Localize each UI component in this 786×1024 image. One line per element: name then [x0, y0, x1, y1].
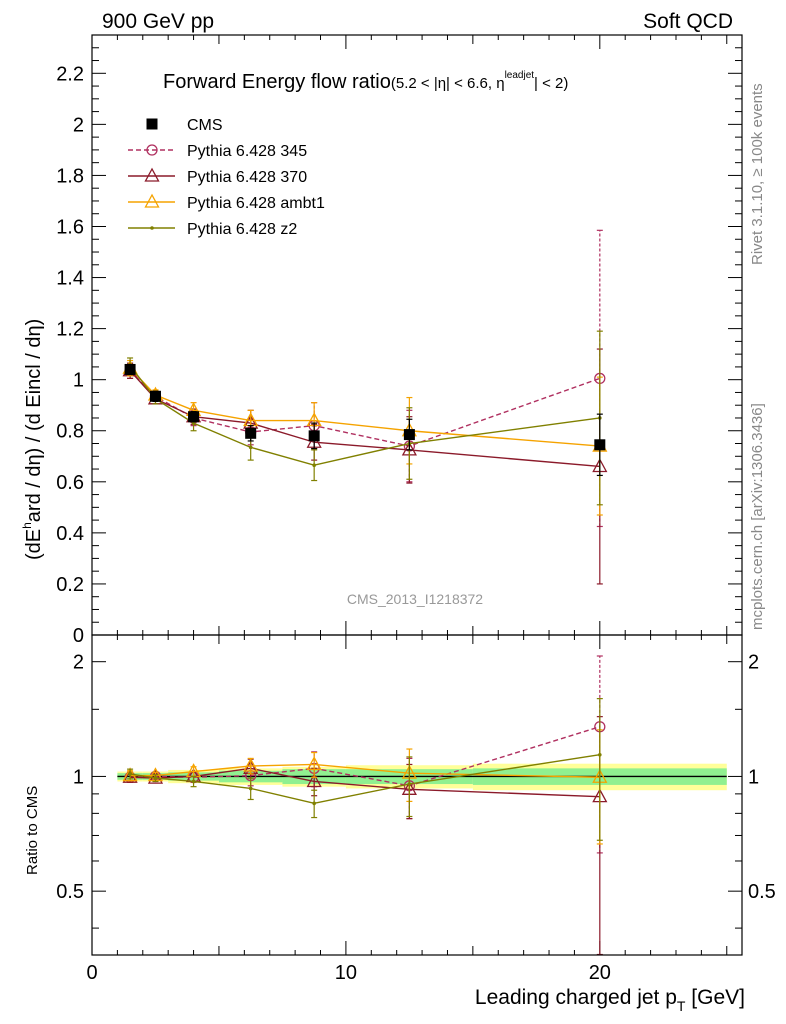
main-series-0-point: [124, 363, 136, 375]
ratio-frame: [91, 634, 743, 956]
xlabel-a: Leading charged jet p: [475, 986, 677, 1009]
legend-item-2: Pythia 6.428 370: [128, 167, 307, 186]
ratio-series-3-point: [153, 776, 158, 780]
ratio-plot: 0.5 0.51 12 20 10 20: [56, 634, 776, 984]
main-ytick-label: 0.6: [56, 472, 84, 494]
main-title-cut-sup: leadjet: [505, 70, 535, 81]
main-title-cut-a: (5.2 < |η| < 6.6, η: [391, 75, 505, 92]
header-left: 900 GeV pp: [102, 10, 214, 33]
main-title: Forward Energy flow ratio(5.2 < |η| < 6.…: [163, 70, 568, 93]
xtick-label: 0: [86, 962, 97, 984]
legend-item-1: Pythia 6.428 345: [128, 143, 307, 160]
xtick-label: 20: [589, 962, 611, 984]
legend-item-3-marker: [144, 193, 160, 208]
legend-item-3: Pythia 6.428 ambt1: [128, 193, 325, 212]
legend-item-4-marker: [150, 226, 154, 230]
xtick-label: 10: [335, 962, 357, 984]
legend: CMS Pythia 6.428 345 Pythia 6.428 370 Pythi…: [128, 117, 325, 238]
ratio-ytick-label-right: 2: [748, 652, 759, 674]
xlabel-b: [GeV]: [685, 986, 745, 1009]
main-series-0-point: [403, 429, 415, 441]
ratio-series-3-point: [407, 782, 412, 786]
legend-item-1-label: Pythia 6.428 345: [187, 143, 307, 160]
main-series-1: [124, 229, 606, 528]
legend-item-0-marker: [146, 118, 158, 130]
main-ylabel-sup: h: [20, 522, 34, 529]
main-ytick-label: 1.2: [56, 319, 84, 341]
ratio-series-1-point: [306, 773, 322, 788]
main-series-2: [122, 348, 608, 585]
main-ytick-label: 0.8: [56, 421, 84, 443]
main-title-text: Forward Energy flow ratio: [163, 71, 391, 93]
ratio-ylabel: Ratio to CMS: [24, 786, 41, 875]
main-series-0-point: [245, 427, 257, 439]
main-ytick-label: 2: [73, 114, 84, 136]
main-series-4-point: [312, 463, 316, 468]
ratio-series-3-point: [598, 752, 602, 757]
legend-item-2-marker: [144, 167, 160, 182]
ratio-series-2-point: [306, 756, 322, 771]
main-ytick-label: 1.6: [56, 216, 84, 238]
ratio-series-3-point: [191, 779, 196, 784]
main-ylabel-b: ard / dη) / (d Eincl / dη): [23, 319, 45, 522]
main-ylabel-a: (dE: [23, 529, 45, 560]
main-ytick-label: 0.4: [56, 523, 84, 545]
mcplots-label: mcplots.cern.ch [arXiv:1306.3436]: [749, 403, 766, 630]
ratio-series-2-point: [243, 757, 259, 772]
legend-item-2-label: Pythia 6.428 370: [187, 169, 307, 186]
ratio-ytick-label-right: 0.5: [748, 881, 776, 903]
legend-item-0: CMS: [146, 117, 223, 134]
ratio-ytick-label-right: 1: [748, 766, 759, 788]
main-series-0-point: [188, 411, 200, 423]
main-plot: 0 0.2 0.4 0.6 0.8 1 1.2 1.4 1.6 1.8 2 2.2 CMS Pythia …: [56, 34, 743, 647]
ratio-ytick-label: 2: [73, 652, 84, 674]
ratio-series-3-point: [248, 786, 253, 791]
main-series-1-line: [129, 370, 601, 447]
legend-item-1-marker: [146, 144, 158, 156]
main-ytick-label: 1.8: [56, 165, 84, 187]
main-series-0-point: [594, 439, 606, 451]
ratio-series-1: [122, 716, 608, 956]
header-right: Soft QCD: [643, 10, 733, 33]
main-series-4-point: [248, 445, 253, 450]
legend-item-4: Pythia 6.428 z2: [128, 221, 297, 238]
rivet-label: Rivet 3.1.10, ≥ 100k events: [749, 83, 766, 265]
main-ytick-label: 2.2: [56, 63, 84, 85]
ratio-series-0: [124, 655, 606, 854]
main-ytick-label: 1.4: [56, 268, 84, 290]
ratio-ytick-label: 0.5: [56, 881, 84, 903]
legend-item-3-label: Pythia 6.428 ambt1: [187, 195, 325, 212]
main-series-2-line: [129, 370, 600, 468]
ratio-ytick-label: 1: [73, 766, 84, 788]
legend-item-0-label: CMS: [187, 117, 223, 134]
main-series-3: [122, 359, 608, 516]
xlabel-sub: T: [677, 998, 686, 1014]
main-series-0: [124, 363, 606, 477]
main-ylabel: (dEhard / dη) / (d Eincl / dη): [20, 319, 45, 560]
ratio-series-3-point: [312, 801, 316, 806]
main-series-0-point: [149, 390, 161, 402]
legend-item-4-label: Pythia 6.428 z2: [187, 221, 297, 238]
watermark: CMS_2013_I1218372: [347, 591, 483, 607]
ratio-series-3: [127, 698, 603, 841]
main-title-cut-b: | < 2): [534, 75, 568, 92]
main-ytick-label: 1: [73, 370, 84, 392]
main-series-3-line: [129, 367, 600, 447]
ratio-series-3-point: [128, 772, 132, 776]
main-ytick-label: 0.2: [56, 574, 84, 596]
main-series-0-point: [308, 430, 320, 442]
xlabel: Leading charged jet pT [GeV]: [475, 986, 745, 1014]
main-ytick-label: 0: [73, 625, 84, 647]
